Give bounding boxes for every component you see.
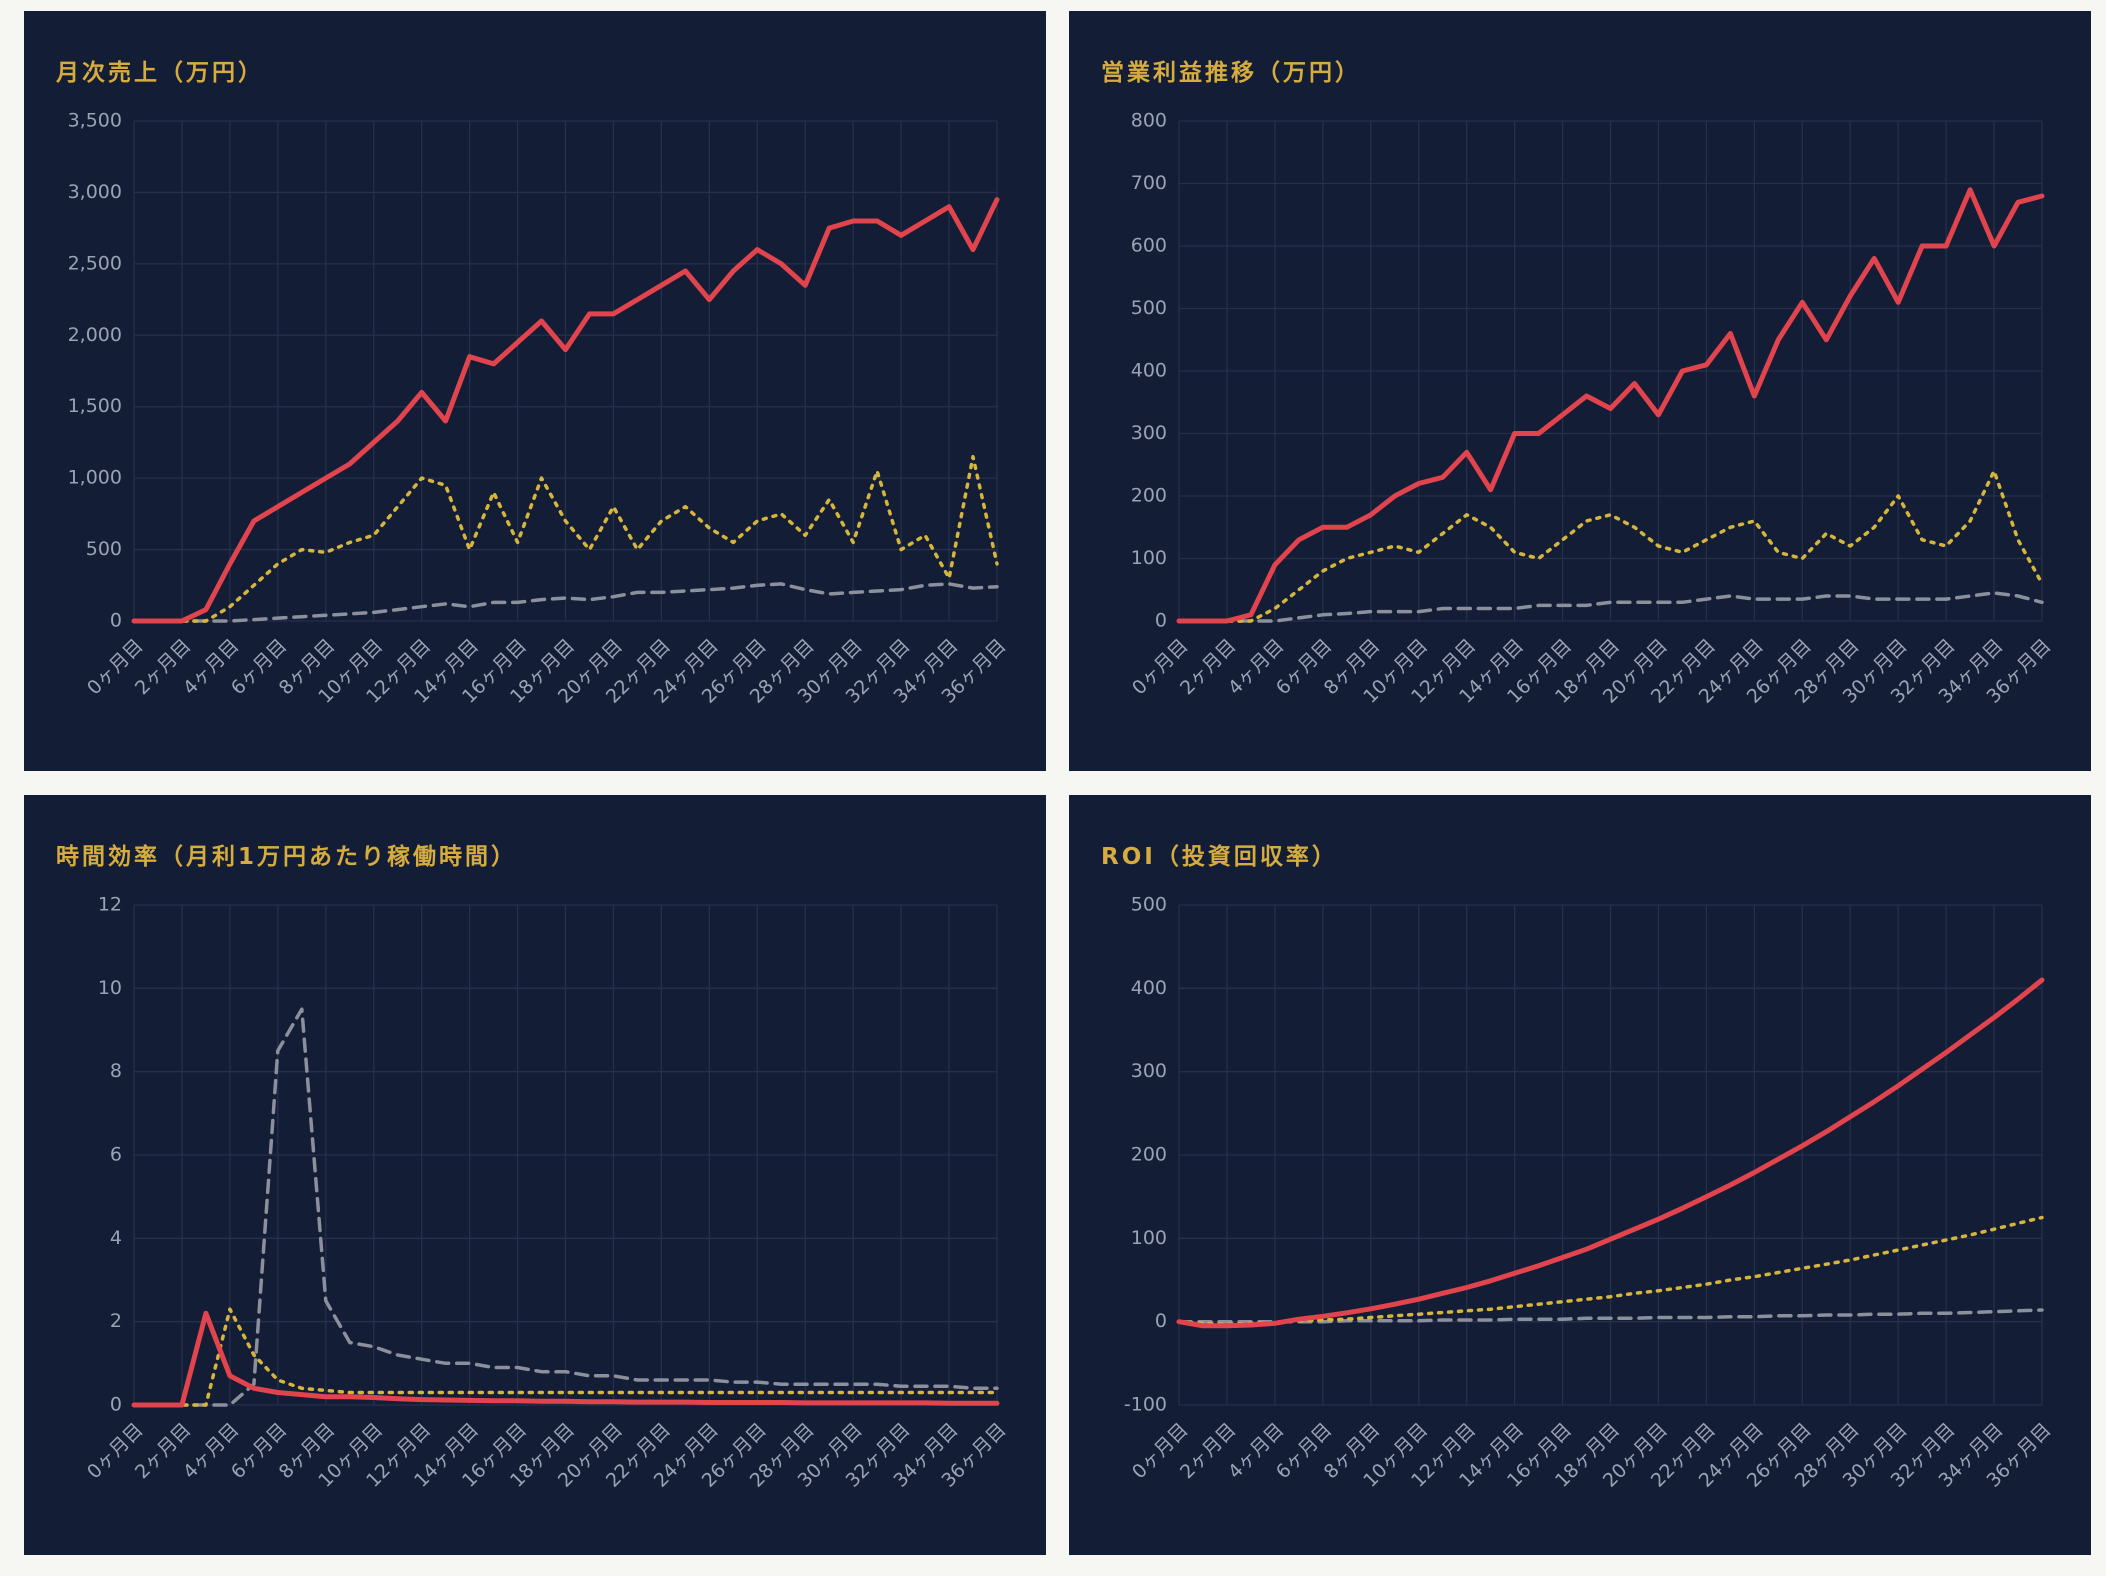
chart-panel: 0 2 4 6 8 10 12 0ヶ月目 2ヶ月目 4ヶ月目 6ヶ月目 8ヶ月目 10ヶ月目 12ヶ月目 1…: [24, 795, 1046, 1555]
y-tick-label: 100: [1131, 547, 1167, 569]
series-line: [132, 454, 999, 623]
y-tick-label: 200: [1131, 485, 1167, 507]
series-line: [131, 1310, 1000, 1408]
chart: 01002003004005006007008000ヶ月目2ヶ月目4ヶ月目6ヶ月…: [1128, 110, 2055, 708]
series-line: [1177, 591, 2044, 623]
series-line: [132, 582, 999, 623]
y-tick-label: 200: [1131, 1144, 1167, 1166]
y-tick-label: 2,000: [68, 324, 122, 346]
chart-panel: -100 0 100 200 300 400 500 0ヶ月目 2ヶ月目 4ヶ月目 6ヶ月目 8ヶ月目…: [1069, 795, 2091, 1555]
series-line: [1176, 187, 2045, 624]
series-line: [131, 197, 1000, 624]
y-tick-label: 500: [1131, 297, 1167, 319]
y-tick-label: 10: [98, 977, 122, 999]
y-tick-label: 0: [1155, 1310, 1167, 1332]
chart-title: 営業利益推移（万円）: [1101, 60, 1361, 86]
y-tick-label: 600: [1131, 235, 1167, 257]
chart: -10001002003004005000ヶ月目2ヶ月目4ヶ月目6ヶ月目8ヶ月目…: [1124, 894, 2056, 1492]
y-tick-label: 1,000: [68, 467, 122, 489]
y-tick-label: 400: [1131, 977, 1167, 999]
series-line: [1176, 977, 2045, 1329]
series-line: [1177, 1308, 2044, 1324]
y-tick-label: 3,000: [68, 181, 122, 203]
chart-title: 月次売上（万円）: [56, 60, 264, 86]
y-tick-label: 500: [1131, 894, 1167, 916]
y-tick-label: 8: [110, 1060, 122, 1082]
y-tick-label: 700: [1131, 172, 1167, 194]
y-tick-label: 300: [1131, 422, 1167, 444]
series-line: [1177, 469, 2044, 623]
series-line: [132, 1307, 999, 1407]
chart-panel: 0 100 200 300 400 500 600 700 800 0ヶ月目 2ヶ月目 4ヶ月目 6ヶ月…: [1069, 11, 2091, 771]
y-tick-label: 0: [110, 1394, 122, 1416]
y-tick-label: 100: [1131, 1227, 1167, 1249]
chart-title: ROI（投資回収率）: [1101, 844, 1338, 870]
series-line: [1177, 1215, 2044, 1326]
y-tick-label: 3,500: [68, 110, 122, 132]
y-tick-label: 0: [110, 610, 122, 632]
chart: 0246810120ヶ月目2ヶ月目4ヶ月目6ヶ月目8ヶ月目10ヶ月目12ヶ月目1…: [83, 894, 1010, 1492]
y-tick-label: 800: [1131, 110, 1167, 132]
y-tick-label: 4: [110, 1227, 122, 1249]
y-tick-label: 2,500: [68, 252, 122, 274]
chart-panel: 0 500 1,000 1,500 2,000 2,500 3,000 3,500 0ヶ月目 2ヶ…: [24, 11, 1046, 771]
y-tick-label: 0: [1155, 610, 1167, 632]
y-tick-label: 6: [110, 1144, 122, 1166]
y-tick-label: 500: [86, 538, 122, 560]
y-tick-label: 300: [1131, 1060, 1167, 1082]
chart: 05001,0001,5002,0002,5003,0003,5000ヶ月目2ヶ…: [68, 110, 1011, 708]
y-tick-label: 2: [110, 1310, 122, 1332]
y-tick-label: 1,500: [68, 395, 122, 417]
y-tick-label: -100: [1124, 1394, 1167, 1416]
series-line: [132, 1007, 999, 1407]
y-tick-label: 12: [98, 894, 122, 916]
y-tick-label: 400: [1131, 360, 1167, 382]
chart-title: 時間効率（月利1万円あたり稼働時間）: [56, 844, 518, 870]
